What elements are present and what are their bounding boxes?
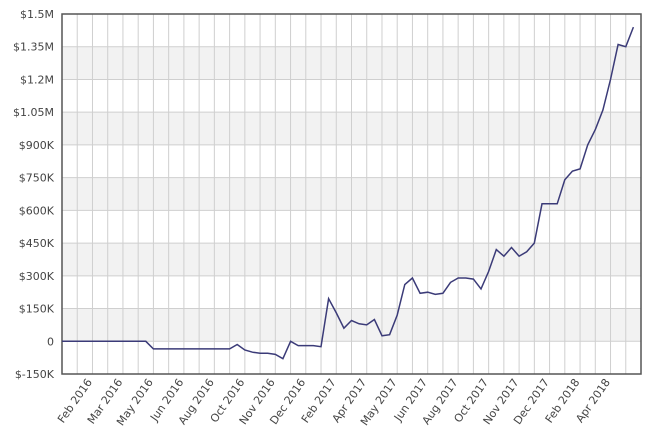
y-tick-label: $450K xyxy=(19,237,55,250)
y-tick-label: $1.05M xyxy=(13,106,54,119)
y-tick-label: $1.5M xyxy=(20,8,54,21)
y-tick-label: $750K xyxy=(19,172,55,185)
y-tick-label: $150K xyxy=(19,303,55,316)
y-tick-label: $1.35M xyxy=(13,41,54,54)
y-tick-label: $900K xyxy=(19,139,55,152)
y-tick-label: 0 xyxy=(47,335,54,348)
y-tick-label: $300K xyxy=(19,270,55,283)
y-tick-label: $1.2M xyxy=(20,73,54,86)
plot-border xyxy=(61,13,642,375)
y-tick-label: $-150K xyxy=(15,368,55,381)
data-line xyxy=(62,26,635,360)
y-tick-label: $600K xyxy=(19,204,55,217)
